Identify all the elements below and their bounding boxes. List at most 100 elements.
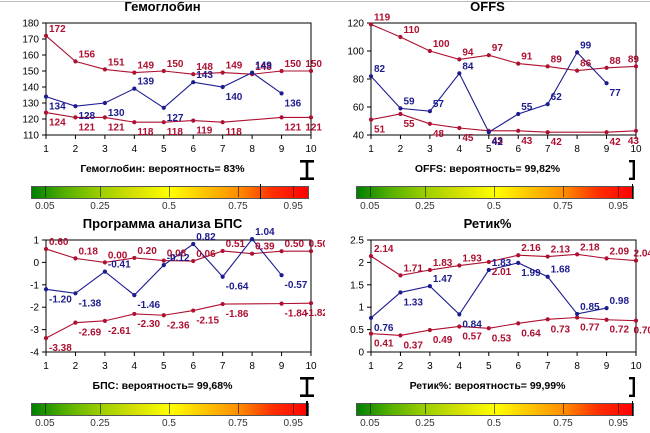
svg-text:-0.57: -0.57 [285,280,308,291]
svg-text:-4: -4 [30,348,39,359]
svg-text:-3.38: -3.38 [49,343,72,354]
svg-text:1: 1 [43,361,49,372]
svg-text:2.5: 2.5 [350,236,364,247]
svg-text:1: 1 [368,144,374,155]
svg-text:0.60: 0.60 [49,237,69,248]
svg-text:139: 139 [137,77,154,88]
svg-text:1: 1 [358,303,364,314]
svg-text:-1: -1 [30,280,39,291]
svg-text:7: 7 [220,361,226,372]
svg-text:2: 2 [73,361,79,372]
svg-text:62: 62 [551,92,563,103]
svg-text:4: 4 [132,361,138,372]
svg-text:48: 48 [433,129,445,140]
svg-text:121: 121 [78,122,95,133]
svg-text:127: 127 [167,113,184,124]
svg-text:0: 0 [358,348,364,359]
svg-text:0.73: 0.73 [551,324,571,335]
svg-text:0.18: 0.18 [78,246,98,257]
svg-text:118: 118 [226,127,243,138]
svg-text:7: 7 [220,144,226,155]
svg-text:2: 2 [398,144,404,155]
svg-text:0.82: 0.82 [196,232,216,243]
svg-text:1.83: 1.83 [433,258,453,269]
svg-text:0.76: 0.76 [374,323,394,334]
svg-text:97: 97 [492,43,504,54]
svg-text:89: 89 [551,54,563,65]
svg-text:84: 84 [462,61,474,72]
svg-text:1.83: 1.83 [492,258,512,269]
svg-text:110: 110 [23,131,39,142]
svg-text:10: 10 [305,144,317,155]
svg-text:Ретик%: Ретик% [464,217,512,231]
svg-text:121: 121 [285,122,302,133]
svg-text:136: 136 [285,98,302,109]
svg-text:45: 45 [462,133,474,144]
svg-text:0.39: 0.39 [255,242,275,253]
svg-text:6: 6 [190,144,196,155]
svg-text:-1.46: -1.46 [137,300,160,311]
svg-text:119: 119 [374,12,391,23]
svg-text:3: 3 [427,361,433,372]
svg-text:8: 8 [574,144,580,155]
svg-text:80: 80 [353,75,365,86]
svg-text:43: 43 [521,136,533,147]
svg-text:118: 118 [137,127,154,138]
svg-text:2.04: 2.04 [634,249,650,260]
svg-text:-2.30: -2.30 [137,319,160,330]
svg-text:0.98: 0.98 [610,296,630,307]
svg-text:0.06: 0.06 [196,249,216,260]
svg-text:149: 149 [255,61,272,72]
svg-text:8: 8 [574,361,580,372]
svg-text:OFFS: OFFS [470,0,505,14]
svg-text:-1.82: -1.82 [305,308,325,319]
svg-text:172: 172 [49,24,66,35]
svg-text:3: 3 [102,144,108,155]
svg-text:120: 120 [22,115,39,126]
svg-text:0: 0 [33,258,39,269]
svg-text:43: 43 [628,136,640,147]
svg-text:3: 3 [102,361,108,372]
svg-text:150: 150 [285,59,302,70]
svg-text:2: 2 [73,144,79,155]
svg-text:143: 143 [196,70,213,81]
svg-text:150: 150 [22,67,39,78]
svg-text:42: 42 [610,137,622,148]
svg-text:2.13: 2.13 [551,245,571,256]
svg-text:5: 5 [161,361,167,372]
svg-text:0.57: 0.57 [462,331,482,342]
svg-text:42: 42 [492,137,504,148]
svg-text:2: 2 [358,258,364,269]
svg-text:82: 82 [374,64,386,75]
svg-text:10: 10 [305,361,317,372]
svg-text:9: 9 [604,361,610,372]
svg-text:-2.15: -2.15 [196,316,219,327]
svg-text:1: 1 [43,144,49,155]
svg-text:Программа анализа БПС: Программа анализа БПС [83,217,243,231]
svg-text:-1.86: -1.86 [226,309,249,320]
svg-text:0.50: 0.50 [285,239,305,250]
svg-text:1.04: 1.04 [255,227,275,238]
svg-text:0.41: 0.41 [374,339,394,350]
svg-text:2.09: 2.09 [610,246,630,257]
svg-text:-1.20: -1.20 [49,294,72,305]
svg-text:2.14: 2.14 [374,244,394,255]
svg-text:140: 140 [226,92,243,103]
svg-text:9: 9 [279,144,285,155]
svg-text:8: 8 [249,361,255,372]
svg-text:149: 149 [137,61,154,72]
svg-text:57: 57 [433,99,445,110]
svg-text:150: 150 [305,59,322,70]
svg-text:-0.64: -0.64 [226,282,249,293]
svg-text:118: 118 [167,127,184,138]
svg-text:140: 140 [22,83,39,94]
svg-text:99: 99 [580,40,592,51]
svg-text:160: 160 [22,51,39,62]
svg-text:156: 156 [78,49,95,60]
svg-text:88: 88 [610,56,622,67]
svg-text:4: 4 [457,144,463,155]
svg-text:1.71: 1.71 [403,263,423,274]
svg-text:1.5: 1.5 [350,280,364,291]
svg-text:0.51: 0.51 [226,239,246,250]
svg-text:Гемоглобин: Гемоглобин [124,0,200,14]
